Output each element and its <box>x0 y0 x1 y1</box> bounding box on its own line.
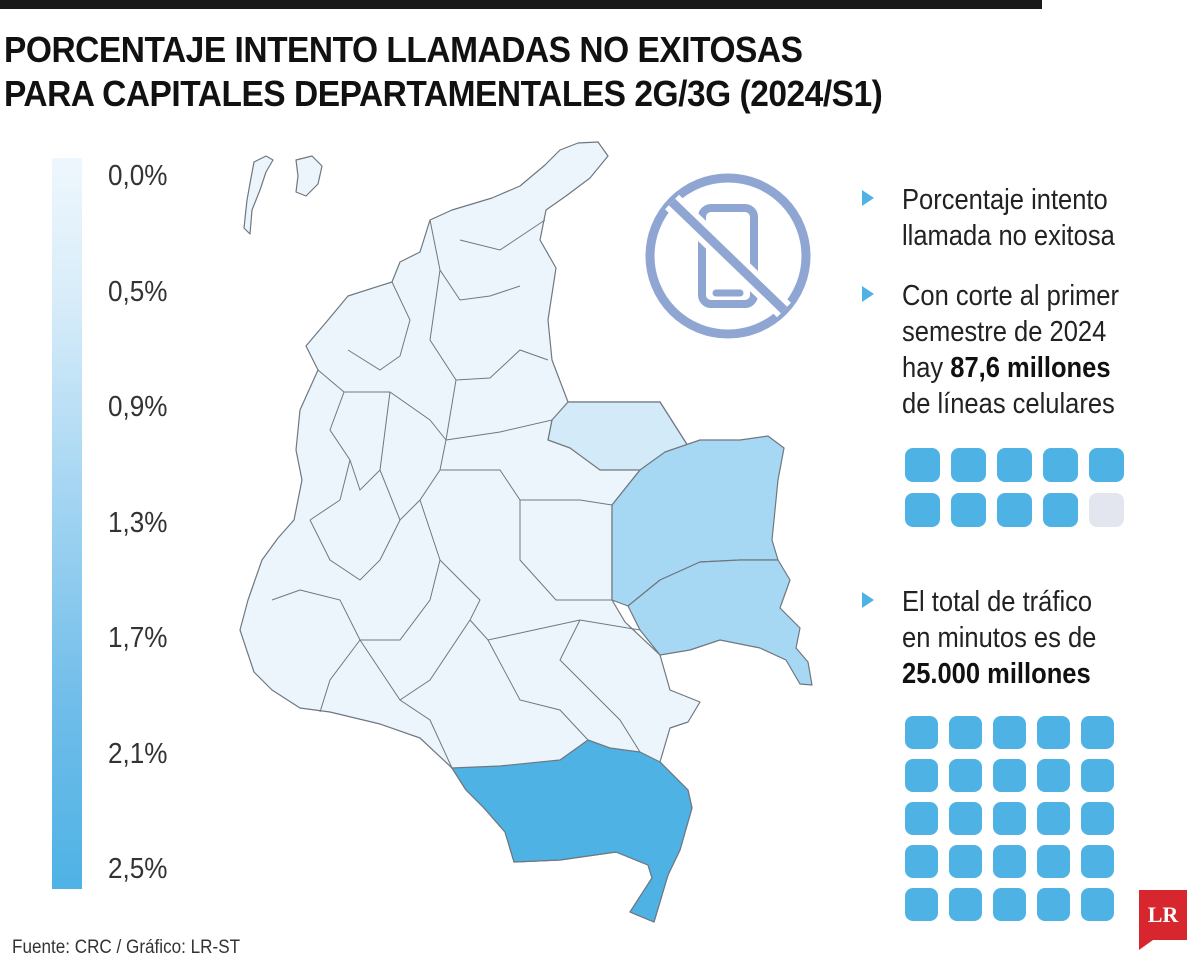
info-item-2: Con corte al primer semestre de 2024 hay… <box>862 278 1162 422</box>
info-2-line-3: hay 87,6 millones <box>902 350 1131 386</box>
region-amazonas <box>451 739 693 923</box>
traffic-unit-filled <box>993 845 1026 878</box>
info-2-line-2: semestre de 2024 <box>902 316 1107 348</box>
region-san-andres <box>243 155 274 235</box>
traffic-unit-filled <box>905 716 938 749</box>
traffic-unit-filled <box>905 888 938 921</box>
line-unit-empty <box>1089 493 1124 527</box>
traffic-unit-filled <box>993 802 1026 835</box>
traffic-unit-filled <box>949 802 982 835</box>
info-2-line-3-prefix: hay <box>902 352 951 384</box>
chart-title: PORCENTAJE INTENTO LLAMADAS NO EXITOSAS … <box>4 28 883 116</box>
lines-count: 87,6 millones <box>950 352 1111 384</box>
traffic-unit-filled <box>949 759 982 792</box>
traffic-unit-filled <box>1037 759 1070 792</box>
traffic-unit-filled <box>949 888 982 921</box>
line-unit-filled <box>905 493 940 527</box>
triangle-bullet-icon <box>862 190 874 206</box>
traffic-unit-filled <box>949 716 982 749</box>
info-3-line-2: en minutos es de <box>902 622 1097 654</box>
top-rule <box>0 0 1042 9</box>
region-providencia <box>295 155 323 197</box>
traffic-unit-filled <box>905 759 938 792</box>
traffic-unit-filled <box>1081 759 1114 792</box>
info-3-line-1: El total de tráfico <box>902 586 1093 618</box>
traffic-unit-filled <box>905 845 938 878</box>
traffic-unit-filled <box>1037 802 1070 835</box>
no-phone-icon <box>645 173 811 339</box>
line-unit-filled <box>1043 493 1078 527</box>
legend-tick-2: 0,9% <box>108 391 168 423</box>
info-1-line-1: Porcentaje intento <box>902 184 1108 216</box>
traffic-unit-filled <box>1037 845 1070 878</box>
traffic-unit-filled <box>905 802 938 835</box>
color-scale-bar <box>52 158 82 889</box>
region-vaupes <box>627 559 813 686</box>
legend-tick-6: 2,5% <box>108 853 168 885</box>
traffic-unit-filled <box>1037 888 1070 921</box>
line-unit-filled <box>1089 448 1124 482</box>
traffic-unit-filled <box>1081 716 1114 749</box>
triangle-bullet-icon <box>862 592 874 608</box>
info-1-line-2: llamada no exitosa <box>902 220 1115 252</box>
triangle-bullet-icon <box>862 286 874 302</box>
traffic-unit-filled <box>949 845 982 878</box>
info-item-1: Porcentaje intento llamada no exitosa <box>862 182 1162 254</box>
legend-tick-3: 1,3% <box>108 507 168 539</box>
traffic-unit-filled <box>1081 802 1114 835</box>
lines-pictogram <box>905 448 1124 527</box>
traffic-pictogram <box>905 716 1114 921</box>
traffic-unit-filled <box>1081 845 1114 878</box>
traffic-unit-filled <box>1037 716 1070 749</box>
traffic-unit-filled <box>993 888 1026 921</box>
info-2-line-1: Con corte al primer <box>902 280 1120 312</box>
legend-tick-0: 0,0% <box>108 160 168 192</box>
line-unit-filled <box>1043 448 1078 482</box>
traffic-unit-filled <box>993 716 1026 749</box>
traffic-unit-filled <box>1081 888 1114 921</box>
info-item-3: El total de tráfico en minutos es de 25.… <box>862 584 1162 692</box>
title-line-1: PORCENTAJE INTENTO LLAMADAS NO EXITOSAS <box>4 29 803 70</box>
traffic-total: 25.000 millones <box>902 658 1091 690</box>
info-2-line-4: de líneas celulares <box>902 388 1115 420</box>
title-line-2: PARA CAPITALES DEPARTAMENTALES 2G/3G (20… <box>4 73 883 114</box>
traffic-unit-filled <box>993 759 1026 792</box>
legend-tick-5: 2,1% <box>108 738 168 770</box>
colombia-map <box>239 141 813 923</box>
source-note: Fuente: CRC / Gráfico: LR-ST <box>12 937 241 958</box>
line-unit-filled <box>905 448 940 482</box>
line-unit-filled <box>997 493 1032 527</box>
legend-tick-1: 0,5% <box>108 276 168 308</box>
line-unit-filled <box>951 493 986 527</box>
legend-tick-4: 1,7% <box>108 622 168 654</box>
line-unit-filled <box>951 448 986 482</box>
line-unit-filled <box>997 448 1032 482</box>
lr-logo: LR <box>1139 890 1187 950</box>
